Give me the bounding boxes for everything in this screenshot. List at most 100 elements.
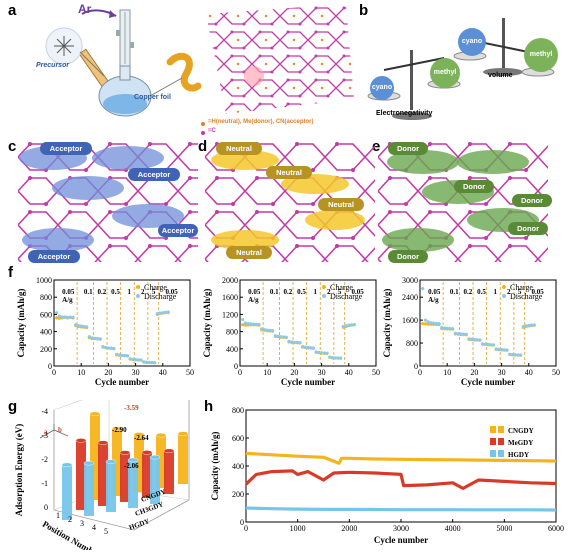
discharge-point: [497, 347, 501, 351]
discharge-point: [352, 323, 356, 327]
discharge-point: [139, 358, 143, 362]
panel-g-letter: g: [8, 398, 18, 415]
discharge-point: [341, 324, 345, 329]
y-tick-label: 2400: [402, 293, 418, 302]
rate-label: 0.05: [532, 288, 545, 296]
discharge-point: [265, 328, 269, 332]
discharge-point: [281, 335, 286, 339]
panel-a-letter: a: [8, 2, 17, 19]
discharge-point: [120, 353, 124, 357]
z-tick-label: -4: [41, 407, 48, 416]
discharge-point: [295, 340, 299, 345]
x-tick-label: 30: [498, 368, 506, 377]
x-tick-label: 50: [552, 368, 560, 377]
ch3gdy-bar: [164, 450, 174, 494]
rate-label: 0.5: [297, 288, 306, 296]
discharge-point: [432, 321, 436, 325]
donor-label-4: Donor: [508, 222, 548, 235]
discharge-point: [243, 321, 248, 325]
discharge-point: [279, 335, 283, 339]
y-tick-label: 1600: [222, 293, 238, 302]
y-tick-label: 800: [232, 406, 244, 415]
hgdy-bar-top: [83, 461, 95, 466]
discharge-point: [112, 346, 116, 351]
discharge-point: [486, 342, 490, 347]
inset-site-b: b: [58, 426, 62, 434]
discharge-point: [82, 324, 86, 329]
discharge-point: [445, 326, 449, 330]
x-tick-label: 0: [418, 368, 422, 377]
discharge-point: [491, 343, 496, 347]
rate-label: 1: [493, 288, 497, 296]
discharge-point: [519, 353, 523, 357]
panel-c-letter: c: [8, 138, 17, 155]
z-tick-label: 0: [44, 503, 48, 512]
plot-frame: [53, 279, 191, 367]
discharge-point: [71, 315, 75, 320]
legend-label: MeGDY: [508, 439, 533, 447]
cngdy-bar: [112, 428, 122, 496]
discharge-point: [347, 323, 351, 327]
discharge-point: [153, 360, 157, 365]
discharge-point: [98, 337, 102, 341]
discharge-point: [241, 317, 245, 322]
y-tick-label: 600: [40, 310, 52, 319]
x-tick-label: 0: [244, 524, 248, 533]
discharge-point: [440, 325, 444, 330]
rate-label: 1: [313, 288, 317, 296]
discharge-point: [55, 311, 59, 315]
y-tick-label: 800: [40, 293, 52, 302]
discharge-point: [57, 314, 62, 318]
discharge-point: [437, 322, 441, 326]
discharge-point: [161, 311, 165, 315]
discharge-point: [104, 345, 108, 350]
discharge-point: [478, 338, 482, 342]
discharge-point: [290, 340, 294, 344]
ch3gdy-bar-top: [163, 448, 175, 453]
discharge-point: [333, 356, 337, 360]
cngdy-bar: [90, 413, 100, 500]
discharge-point: [480, 342, 485, 346]
discharge-point: [268, 328, 272, 332]
discharge-point: [60, 315, 64, 319]
x-tick-label: 10: [263, 368, 271, 377]
discharge-point: [128, 357, 132, 361]
energy-annotation: -2.06: [124, 462, 139, 470]
rate-label: 0.2: [284, 288, 293, 296]
rate-label: 0.2: [464, 288, 473, 296]
discharge-point: [494, 347, 498, 351]
x-tick-label: 3000: [393, 524, 409, 533]
discharge-point: [510, 352, 515, 357]
rate-label: 2: [507, 288, 511, 296]
cngdy-bar-top: [111, 426, 123, 431]
discharge-point: [322, 351, 326, 355]
discharge-point: [421, 287, 425, 291]
ar-label: Ar: [78, 2, 92, 16]
legend-label: Discharge: [510, 292, 543, 301]
legend-marker: [490, 426, 496, 433]
hgdy-bar-top: [61, 462, 73, 468]
discharge-point: [524, 324, 528, 328]
discharge-point: [461, 332, 466, 336]
legend-marker: [490, 450, 496, 457]
rate-label: 2: [141, 288, 145, 296]
discharge-point: [79, 324, 83, 328]
cngdy-bar: [156, 435, 166, 488]
ch3gdy-bar-top: [75, 438, 87, 443]
y-tick-label: 800: [406, 339, 418, 348]
x-tick-label: 10: [77, 368, 85, 377]
rate-label: 5: [518, 288, 522, 296]
discharge-point: [513, 353, 517, 357]
discharge-point: [276, 334, 280, 338]
discharge-point: [298, 341, 302, 345]
discharge-point: [134, 358, 138, 362]
rate-label: A/g: [248, 296, 259, 304]
legend-label: Charge: [330, 283, 353, 292]
rate-label: 0.1: [84, 288, 93, 296]
discharge-point: [284, 335, 288, 339]
discharge-point: [475, 338, 479, 342]
acceptor-label-1: Acceptor: [40, 142, 92, 155]
neutral-lattice-illustration: [205, 140, 375, 262]
discharge-point: [163, 310, 168, 314]
